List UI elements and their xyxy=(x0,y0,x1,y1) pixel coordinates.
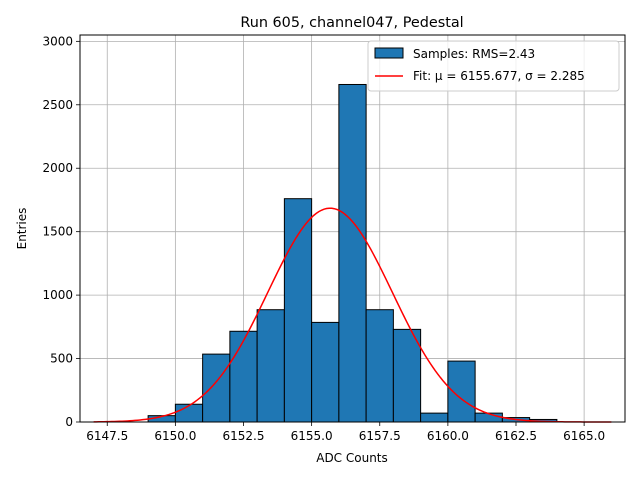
plot-frame xyxy=(79,34,626,423)
x-tick-label: 6155.0 xyxy=(291,429,333,443)
legend-histogram-swatch xyxy=(374,47,404,59)
histogram-bar xyxy=(283,198,313,423)
x-axis-ticks: 6147.5 6150.0 6152.5 6155.0 6157.5 6160.0 6162… xyxy=(86,422,605,443)
y-tick-label: 3000 xyxy=(42,34,73,48)
x-tick-label: 6147.5 xyxy=(86,429,128,443)
histogram-bar xyxy=(202,353,231,423)
x-axis-label: ADC Counts xyxy=(316,451,388,465)
y-tick-label: 1500 xyxy=(42,225,73,239)
y-tick-label: 1000 xyxy=(42,288,73,302)
x-tick-label: 6165.0 xyxy=(563,429,605,443)
x-tick-label: 6160.0 xyxy=(427,429,469,443)
x-tick-label: 6157.5 xyxy=(359,429,401,443)
fit-curve xyxy=(93,207,612,423)
histogram-bar xyxy=(365,309,394,423)
y-axis-ticks: 0 500 1000 1500 2000 2500 3000 xyxy=(42,34,80,429)
x-tick-label: 6152.5 xyxy=(223,429,265,443)
histogram-bar xyxy=(311,321,340,423)
legend-fit-label: Fit: μ = 6155.677, σ = 2.285 xyxy=(413,69,585,83)
histogram-bar xyxy=(338,83,367,423)
histogram-bar xyxy=(174,403,204,423)
x-tick-label: 6150.0 xyxy=(154,429,196,443)
histogram-bars xyxy=(147,83,558,423)
histogram-bar xyxy=(256,309,285,423)
y-tick-label: 0 xyxy=(65,415,73,429)
histogram-bar xyxy=(420,412,449,423)
legend: Samples: RMS=2.43 Fit: μ = 6155.677, σ =… xyxy=(367,40,620,92)
legend-histogram-label: Samples: RMS=2.43 xyxy=(413,47,535,61)
legend-box xyxy=(367,40,620,92)
histogram-bar xyxy=(229,330,258,423)
chart-title: Run 605, channel047, Pedestal xyxy=(240,15,463,31)
x-tick-label: 6162.5 xyxy=(495,429,537,443)
y-tick-label: 2500 xyxy=(42,98,73,112)
y-axis-label: Entries xyxy=(15,208,29,250)
y-tick-label: 2000 xyxy=(42,161,73,175)
histogram-bar xyxy=(392,328,422,423)
y-tick-label: 500 xyxy=(50,352,73,366)
